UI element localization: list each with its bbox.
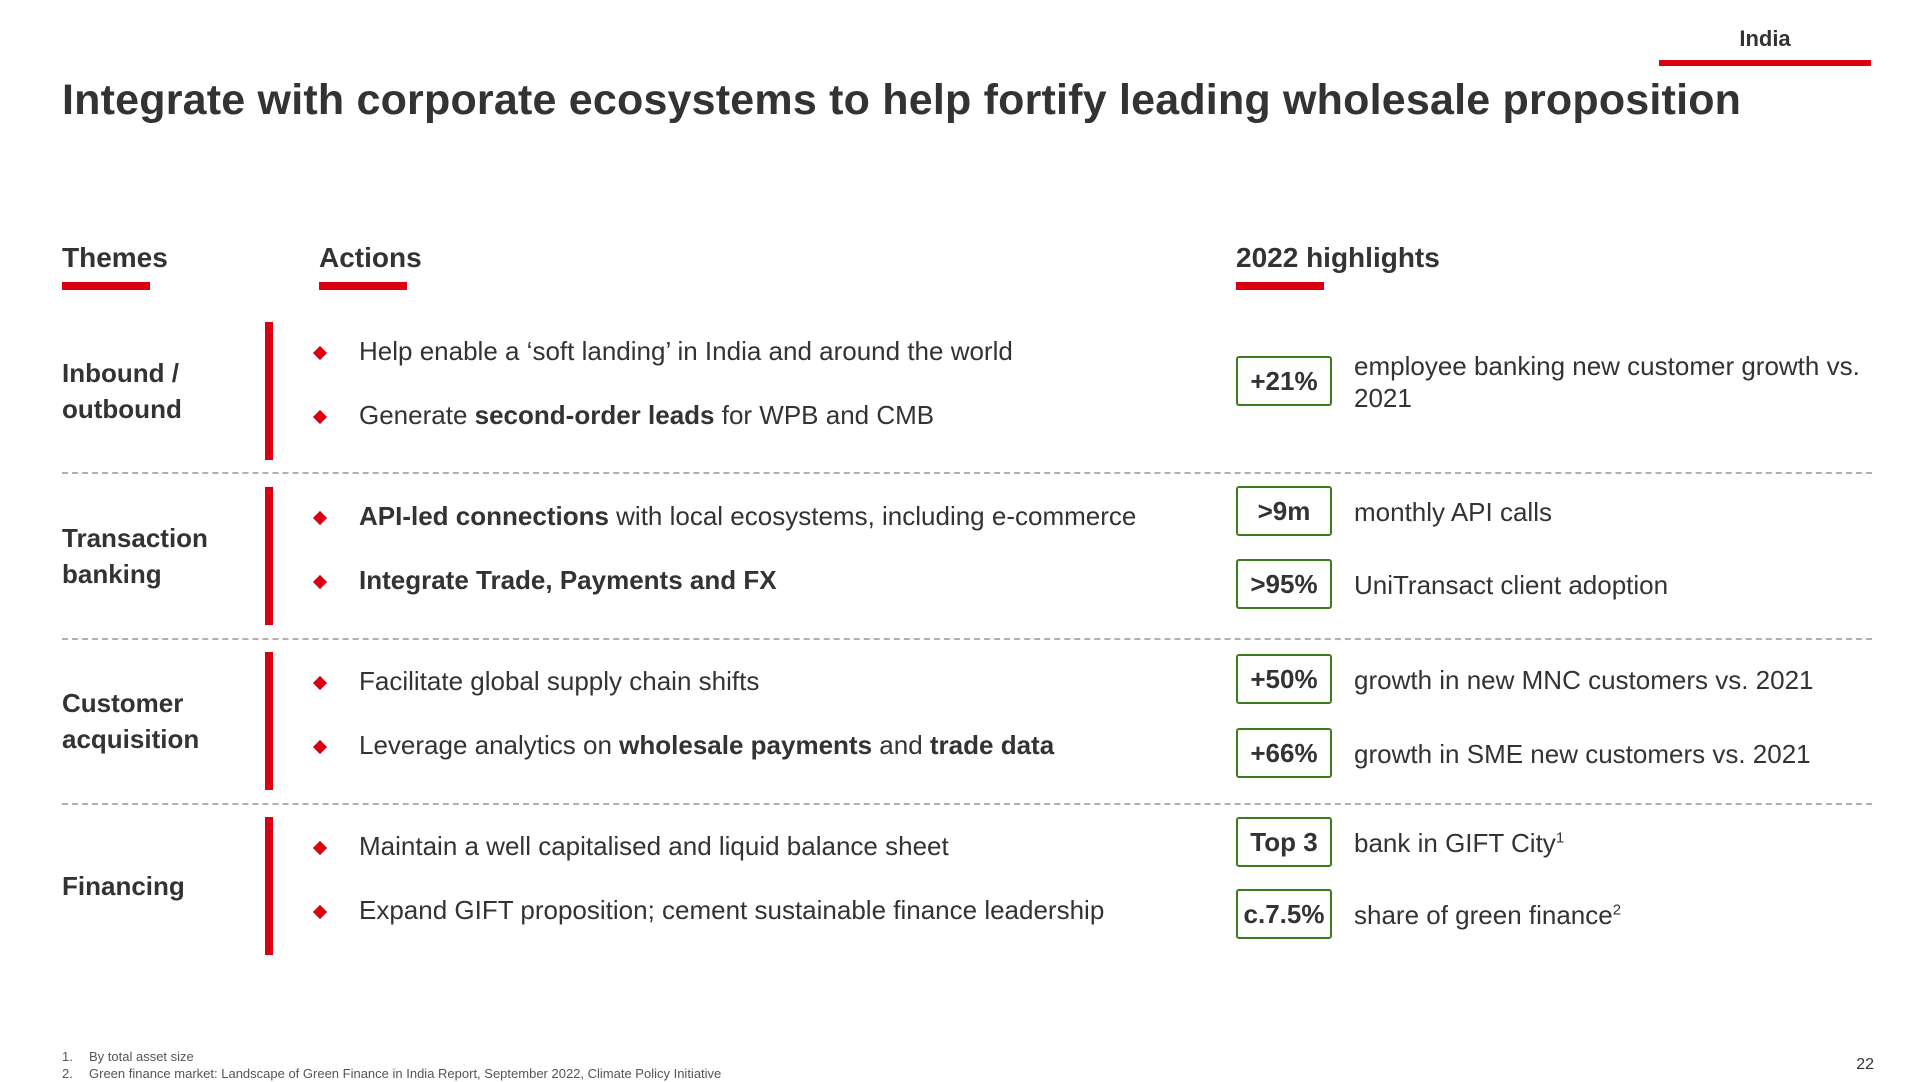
highlight-value-box: >9m [1236, 486, 1332, 536]
action-text: Help enable a ‘soft landing’ in India an… [359, 336, 1013, 367]
page-title: Integrate with corporate ecosystems to h… [62, 76, 1742, 124]
highlight-value-box: c.7.5% [1236, 889, 1332, 939]
highlight-description: employee banking new customer growth vs.… [1354, 350, 1874, 414]
footnote-2: 2. Green finance market: Landscape of Gre… [62, 1066, 722, 1081]
red-diamond-bullet-icon [312, 739, 328, 755]
action-text-run: with local ecosystems, including e-comme… [608, 501, 1137, 531]
red-diamond-bullet-icon [312, 409, 328, 425]
action-text-bold: API-led connections [359, 501, 609, 531]
section-transaction-banking: Transaction banking API-led connections w… [0, 486, 1920, 625]
region-tag: India [1739, 26, 1791, 51]
highlight-description-text: growth in new MNC customers vs. 2021 [1354, 665, 1814, 695]
section-divider [62, 803, 1872, 805]
highlight-description-text: bank in GIFT City [1354, 828, 1556, 858]
theme-accent-bar [265, 487, 273, 625]
action-text-run: Facilitate global supply chain shifts [359, 666, 760, 696]
highlight-value-box: Top 3 [1236, 817, 1332, 867]
action-text-run: Expand GIFT proposition; cement sustaina… [359, 895, 1105, 925]
action-text-run: Maintain a well capitalised and liquid b… [359, 831, 949, 861]
actions-header-label: Actions [319, 242, 422, 273]
theme-accent-bar [265, 322, 273, 460]
theme-label: Customer acquisition [62, 688, 200, 754]
action-text: Integrate Trade, Payments and FX [359, 565, 777, 596]
action-text: Expand GIFT proposition; cement sustaina… [359, 895, 1104, 926]
highlight-description: bank in GIFT City1 [1354, 827, 1874, 859]
action-text: Generate second-order leads for WPB and … [359, 400, 934, 431]
highlight-value-box: +50% [1236, 654, 1332, 704]
highlight-description-text: share of green finance [1354, 900, 1613, 930]
action-text-bold: Integrate Trade, Payments and FX [359, 565, 777, 595]
highlight-value-box: >95% [1236, 559, 1332, 609]
highlights-header-underline [1236, 282, 1324, 290]
highlight-description: share of green finance2 [1354, 899, 1874, 931]
action-text-bold: wholesale payments [619, 730, 873, 760]
highlight-description-text: growth in SME new customers vs. 2021 [1354, 739, 1811, 769]
red-diamond-bullet-icon [312, 345, 328, 361]
region-tag-underline [1659, 60, 1871, 66]
highlights-header-label: 2022 highlights [1236, 242, 1440, 273]
action-text: Facilitate global supply chain shifts [359, 666, 759, 697]
themes-column-header: Themes [62, 242, 168, 290]
highlight-value-box: +21% [1236, 356, 1332, 406]
highlight-description-text: employee banking new customer growth vs.… [1354, 351, 1860, 413]
highlight-value-box: +66% [1236, 728, 1332, 778]
highlight-description-text: UniTransact client adoption [1354, 570, 1669, 600]
action-text-run: Leverage analytics on [359, 730, 620, 760]
themes-header-underline [62, 282, 150, 290]
action-text-run: Help enable a ‘soft landing’ in India an… [359, 336, 1013, 366]
theme-label: Inbound / outbound [62, 358, 182, 424]
red-diamond-bullet-icon [312, 675, 328, 691]
red-diamond-bullet-icon [312, 904, 328, 920]
actions-header-underline [319, 282, 407, 290]
action-text: Leverage analytics on wholesale payments… [359, 730, 1054, 761]
footnote-marker: 2 [1612, 901, 1622, 919]
theme-label: Financing [62, 871, 185, 901]
action-text-run: for WPB and CMB [714, 400, 935, 430]
footnotes: 1. By total asset size 2. Green finance ma… [62, 1048, 721, 1082]
section-customer-acquisition: Customer acquisition Facilitate global su… [0, 652, 1920, 790]
red-diamond-bullet-icon [312, 840, 328, 856]
red-diamond-bullet-icon [312, 574, 328, 590]
action-text: API-led connections with local ecosystem… [359, 501, 1136, 532]
section-inbound-outbound: Inbound / outbound Help enable a ‘soft la… [0, 322, 1920, 460]
action-text-run: Generate [359, 400, 475, 430]
themes-header-label: Themes [62, 242, 168, 273]
action-text-run: and [872, 730, 930, 760]
action-text-bold: trade data [929, 730, 1055, 760]
highlight-description: growth in new MNC customers vs. 2021 [1354, 664, 1874, 696]
red-diamond-bullet-icon [312, 510, 328, 526]
highlight-description: growth in SME new customers vs. 2021 [1354, 738, 1874, 770]
section-financing: Financing Maintain a well capitalised and… [0, 817, 1920, 955]
action-text: Maintain a well capitalised and liquid b… [359, 831, 949, 862]
highlight-description: monthly API calls [1354, 496, 1874, 528]
section-divider [62, 472, 1872, 474]
actions-column-header: Actions [319, 242, 422, 290]
theme-accent-bar [265, 817, 273, 955]
footnote-1: 1. By total asset size [62, 1049, 194, 1064]
page-number: 22 [1856, 1056, 1874, 1073]
footnote-marker: 1 [1555, 829, 1565, 847]
theme-label: Transaction banking [62, 523, 208, 589]
action-text-bold: second-order leads [474, 400, 715, 430]
highlight-description: UniTransact client adoption [1354, 569, 1874, 601]
theme-accent-bar [265, 652, 273, 790]
highlights-column-header: 2022 highlights [1236, 242, 1440, 290]
section-divider [62, 638, 1872, 640]
highlight-description-text: monthly API calls [1354, 497, 1552, 527]
